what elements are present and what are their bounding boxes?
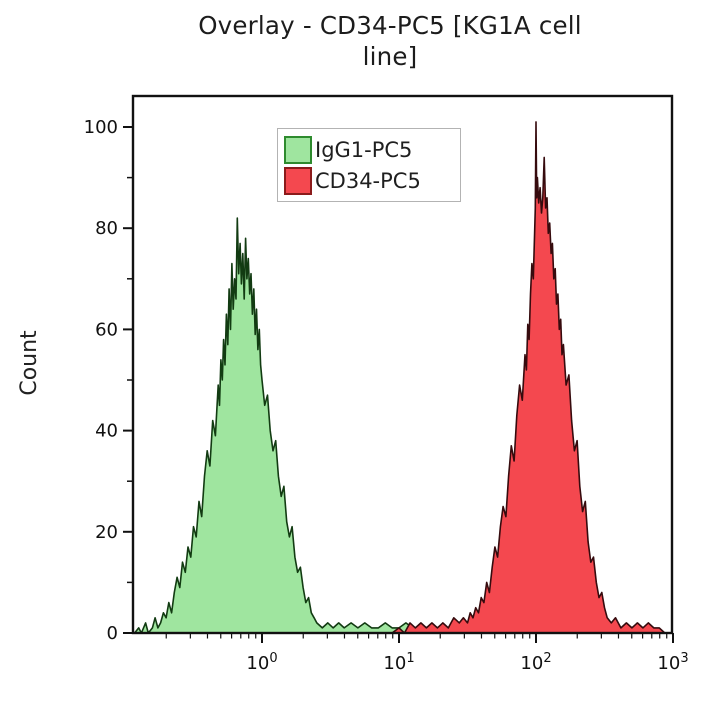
- chart-title-line1: Overlay - CD34-PC5 [KG1A cell: [198, 11, 582, 40]
- y-tick-label-100: 100: [84, 117, 118, 138]
- series-cd34-pc5: [391, 121, 666, 634]
- x-tick-label-1e1: 101: [383, 651, 414, 674]
- legend-item-igg1-pc5: IgG1-PC5: [284, 134, 448, 165]
- legend-item-cd34-pc5: CD34-PC5: [284, 165, 448, 196]
- plot-frame: [131, 94, 674, 635]
- series-igg1-pc5: [133, 217, 428, 634]
- x-tick-label-1e0: 100: [246, 651, 277, 674]
- y-tick-label-20: 20: [95, 522, 118, 543]
- y-tick-label-0: 0: [107, 623, 118, 644]
- legend: IgG1-PC5 CD34-PC5: [277, 128, 461, 202]
- y-tick-label-40: 40: [95, 421, 118, 442]
- legend-swatch-cd34-pc5: [284, 166, 312, 195]
- y-axis-label: Count: [17, 330, 42, 396]
- y-tick-label-80: 80: [95, 218, 118, 239]
- y-tick-label-60: 60: [95, 319, 118, 340]
- legend-label-igg1-pc5: IgG1-PC5: [315, 137, 413, 162]
- x-tick-label-1e3: 103: [657, 651, 688, 674]
- chart-title: Overlay - CD34-PC5 [KG1A cell line]: [70, 10, 709, 72]
- legend-label-cd34-pc5: CD34-PC5: [315, 168, 421, 193]
- x-tick-label-1e2: 102: [520, 651, 551, 674]
- chart-title-line2: line]: [362, 42, 418, 71]
- legend-swatch-igg1-pc5: [284, 135, 312, 164]
